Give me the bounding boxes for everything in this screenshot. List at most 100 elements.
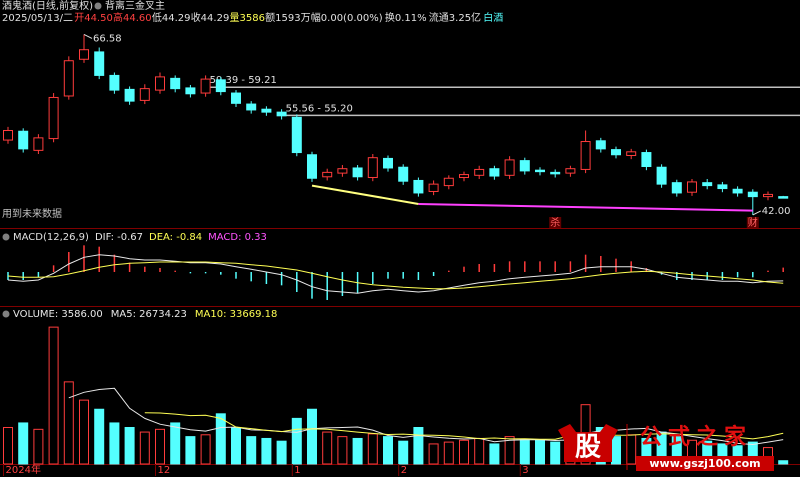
macd-line [7,261,784,290]
annotation-label: 66.58 [93,33,122,44]
candle-body [398,166,409,182]
candle-body [702,182,713,187]
volume-bar [337,436,348,465]
volume-bar [504,436,515,465]
volume-bar [367,433,378,465]
logo-name: 公式之家 [640,424,752,450]
volume-bar [139,431,150,465]
candle-body [565,168,576,174]
candle-body [671,182,682,194]
annotation-leader [752,210,762,216]
volume-bar [185,436,196,465]
candle-body [291,116,302,154]
date-label: 2024年 [6,463,41,476]
volume-bar [413,427,424,465]
quote-high: 高44.60 [113,11,152,24]
volume-ma-line [68,387,784,446]
legend-entry: MA10: 33669.18 [195,309,277,320]
note: 用到未来数据 [2,207,62,220]
panel-icon [2,310,10,318]
volume-bar [109,422,120,465]
date-label: 1 [294,465,300,476]
candle-body [109,74,120,91]
volume-bar [519,438,530,465]
volume-bar [276,440,287,465]
candle-body [626,151,637,156]
volume-ma-line [144,412,784,440]
volume-bar [611,436,621,465]
volume-bar [48,326,59,465]
candle-body [170,77,181,90]
legend-entry: DEA: -0.84 [149,232,202,243]
quote-range: 幅0.00(0.00%) [311,11,383,24]
quote-float: 流通3.25亿 [429,11,481,24]
quote-close: 收44.29 [191,11,230,24]
volume-bar [398,440,409,465]
stock-name: 酒鬼酒(日线,前复权) [2,0,93,12]
volume-bar [535,439,545,465]
volume-bar [155,428,165,465]
candle-body [94,51,105,76]
volume-bar [291,417,302,465]
candle-body [550,171,561,175]
volume-bar [200,434,211,465]
quote-turnover: 换0.11% [385,11,427,24]
volume-bar [428,443,439,465]
candle-body [79,49,89,60]
signal-label: 杀 [550,216,560,229]
quote-amount: 额1593万 [265,11,310,24]
candle-body [124,88,135,102]
panel-icon [2,233,10,241]
candle-body [535,169,545,173]
annotation-label: 42.00 [762,206,791,217]
candle-body [595,140,606,150]
signal-box [746,217,759,228]
logo-url: www.gszj100.com [649,457,760,470]
candle-body [322,171,333,178]
level-label: 59.39 - 59.21 [210,75,277,86]
quote-date: 2025/05/13/二 [2,13,73,24]
volume-bar [383,436,393,465]
signal-box [549,217,562,228]
volume-bar [459,439,469,465]
candle-body [261,108,272,113]
candle-body [717,184,728,190]
candle-body [48,96,59,140]
candle-body [459,174,469,179]
candle-body [139,88,150,101]
volume-bar [307,408,317,465]
volume-bar [3,427,13,465]
candle-body [33,137,44,151]
date-label: 2 [401,465,407,476]
volume-bar [778,460,789,465]
divergence-line [418,202,753,212]
volume-bar [489,443,500,465]
candle-body [747,191,758,198]
candle-body [307,154,317,179]
legend-entry: MACD: 0.33 [208,232,267,243]
candle-body [687,181,697,193]
candle-body [276,111,287,117]
indicator-icon [94,2,102,10]
legend-entry: VOLUME: 3586.00 [13,309,103,320]
divergence-line [311,184,419,205]
candle-body [656,166,667,185]
candle-body [200,78,211,94]
volume-bar [170,422,181,465]
candle-body [489,168,500,177]
logo-url-box [636,456,774,471]
candle-body [580,141,591,170]
quote-sector: 白酒 [483,11,503,24]
candle-body [443,177,454,187]
volume-bar [261,437,272,465]
candle-body [367,157,378,179]
signal-label: 财 [748,216,758,229]
volume-bar [231,427,241,465]
candle-body [231,92,241,104]
candle-body [428,183,439,192]
candle-body [352,167,363,178]
volume-bar [63,381,74,465]
indicator-name: 背离三金叉主 [105,0,165,12]
